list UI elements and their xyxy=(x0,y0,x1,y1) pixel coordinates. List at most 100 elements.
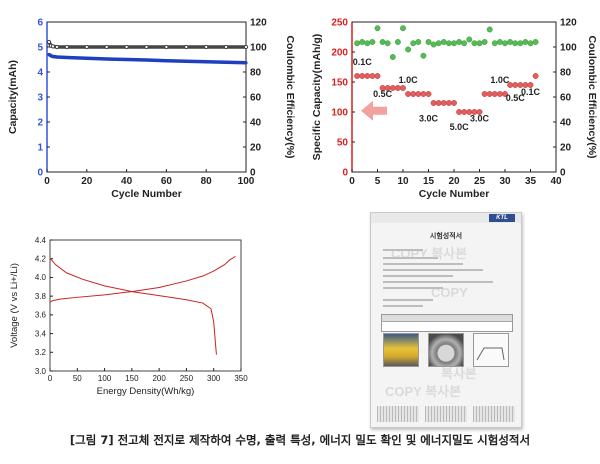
y2-tick-label: 120 xyxy=(560,18,577,29)
y-tick-label: 3.6 xyxy=(35,311,47,320)
chart-voltage-energy: 0 50 100 150 200 250 300 350 3.0 3.2 3.4 3.6 3.8 4.0 4… xyxy=(9,236,248,397)
plot-frame xyxy=(49,239,242,372)
chart-capacity-cycle: 0 20 40 60 80 1000123456020406080100120Cycle … xyxy=(7,18,296,201)
y-tick-label: 3 xyxy=(37,93,43,104)
document-text-line xyxy=(383,249,423,251)
y-tick-label: 6 xyxy=(37,18,43,29)
rate-annotation: 0.5C xyxy=(506,93,526,103)
efficiency-point xyxy=(445,40,452,47)
capacity-point xyxy=(55,55,59,59)
efficiency-point xyxy=(466,36,473,43)
efficiency-point xyxy=(425,39,432,45)
document-logo: KTL xyxy=(489,214,515,222)
capacity-point xyxy=(410,91,417,97)
y-tick-label: 150 xyxy=(331,78,348,89)
x-tick-label: 5 xyxy=(375,176,381,187)
y2-tick-label: 100 xyxy=(250,43,267,54)
capacity-point xyxy=(425,91,432,97)
y2-tick-label: 80 xyxy=(250,68,262,79)
capacity-point xyxy=(51,54,55,59)
figure-canvas: 0 20 40 60 80 1000123456020406080100120Cycle … xyxy=(7,18,598,398)
efficiency-point xyxy=(512,40,519,47)
y-tick-label: 200 xyxy=(331,48,348,59)
chart-rate-capability: 0 5 10 15 20 25 30 35 40050100150200250020406080… xyxy=(311,18,598,201)
efficiency-point xyxy=(164,44,169,50)
plot-frame xyxy=(46,21,247,173)
document-text-line xyxy=(383,281,493,283)
efficiency-point xyxy=(491,40,498,47)
capacity-point xyxy=(164,59,168,63)
x-tick-label: 20 xyxy=(81,176,93,187)
capacity-point xyxy=(224,60,228,64)
capacity-point xyxy=(359,73,366,79)
watermark: 복사본 xyxy=(441,366,477,381)
x-tick-label: 250 xyxy=(180,374,194,383)
efficiency-point xyxy=(471,40,478,47)
document-strip xyxy=(377,406,419,422)
y-tick-label: 4.0 xyxy=(35,273,47,282)
x-tick-label: 25 xyxy=(474,176,486,187)
efficiency-point xyxy=(456,39,463,45)
capacity-point xyxy=(435,100,442,106)
capacity-point xyxy=(532,73,539,79)
capacity-point xyxy=(456,109,463,115)
capacity-point xyxy=(184,59,188,63)
efficiency-point xyxy=(451,40,457,47)
efficiency-point xyxy=(476,40,483,47)
x-tick-label: 35 xyxy=(525,176,537,187)
x-tick-label: 0 xyxy=(48,374,53,383)
efficiency-point xyxy=(359,39,366,45)
efficiency-point xyxy=(124,44,129,50)
efficiency-point xyxy=(369,39,376,45)
efficiency-point xyxy=(389,54,396,60)
y-tick-label: 0 xyxy=(342,168,348,179)
document-text-line xyxy=(383,263,463,265)
capacity-point xyxy=(204,60,208,64)
x-tick-label: 15 xyxy=(423,176,435,187)
efficiency-point xyxy=(104,44,109,50)
y2-tick-label: 0 xyxy=(250,168,256,179)
watermark: COPY 복사본 xyxy=(391,246,468,261)
test-report-document: KTL 시험성적서 COPY 복사본 COPY 복사본 COPY 복사본 xyxy=(370,212,522,428)
efficiency-point xyxy=(400,25,406,32)
rate-annotation: 0.1C xyxy=(353,57,373,67)
efficiency-point xyxy=(243,44,249,50)
efficiency-point xyxy=(384,40,391,47)
y2-tick-label: 60 xyxy=(560,93,572,104)
capacity-point xyxy=(491,91,498,97)
efficiency-point xyxy=(486,26,493,33)
y2-tick-label: 40 xyxy=(250,118,262,129)
y-tick-label: 0 xyxy=(37,168,43,179)
rate-annotation: 1.0C xyxy=(490,75,510,85)
efficiency-point xyxy=(435,40,442,47)
capacity-point xyxy=(105,57,109,61)
efficiency-point xyxy=(374,25,381,32)
x-tick-label: 200 xyxy=(152,374,166,383)
efficiency-point xyxy=(184,44,189,50)
efficiency-point xyxy=(527,40,534,47)
efficiency-point xyxy=(420,52,427,59)
efficiency-point xyxy=(364,40,371,47)
rate-annotation: 0.1C xyxy=(521,87,541,97)
y2-tick-label: 60 xyxy=(250,93,262,104)
capacity-point xyxy=(481,91,488,97)
document-text-line xyxy=(383,305,423,307)
document-strip xyxy=(473,406,515,422)
document-text-line xyxy=(383,299,433,301)
efficiency-point xyxy=(46,39,52,45)
y-tick-label: 3.2 xyxy=(35,348,47,357)
efficiency-point xyxy=(481,39,488,45)
y-axis-label: Voltage (V vs Li+/Li) xyxy=(9,263,20,348)
y2-axis-label: Coulombic Efficiency(%) xyxy=(586,35,598,158)
y2-tick-label: 80 xyxy=(560,68,572,79)
x-tick-label: 150 xyxy=(125,374,139,383)
efficiency-point xyxy=(507,39,514,45)
watermark: COPY 복사본 xyxy=(385,384,462,399)
document-text-line xyxy=(383,269,483,271)
capacity-point xyxy=(354,73,361,79)
y2-tick-label: 0 xyxy=(560,168,566,179)
efficiency-point xyxy=(405,46,412,53)
capacity-point xyxy=(364,73,371,79)
capacity-point xyxy=(486,91,493,97)
capacity-point xyxy=(451,100,457,106)
